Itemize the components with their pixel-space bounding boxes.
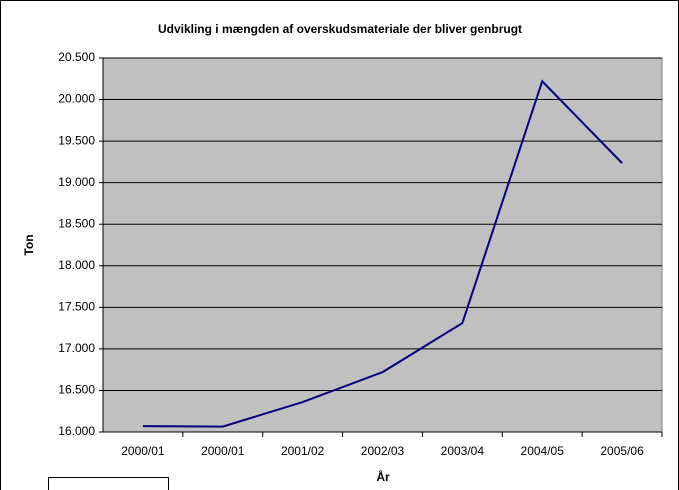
y-axis-label: Ton <box>22 234 36 255</box>
chart-title: Udvikling i mængden af overskudsmaterial… <box>158 22 522 36</box>
y-tick-label: 19.000 <box>58 175 95 189</box>
x-tick-label: 2002/03 <box>361 444 405 458</box>
y-tick-label: 19.500 <box>58 133 95 147</box>
line-series <box>142 79 623 428</box>
x-axis-label: År <box>376 469 390 484</box>
plot-area <box>102 57 663 433</box>
x-tick-label: 2001/02 <box>281 444 325 458</box>
y-tick-label: 16.000 <box>58 424 95 438</box>
y-tick-label: 16.500 <box>58 383 95 397</box>
y-tick-label: 18.500 <box>58 216 95 230</box>
x-tick-label: 2005/06 <box>600 444 644 458</box>
y-tick-label: 17.000 <box>58 341 95 355</box>
y-tick-label: 17.500 <box>58 300 95 314</box>
x-tick-label: 2003/04 <box>441 444 485 458</box>
x-tick-label: 2000/01 <box>121 444 165 458</box>
y-tick-label: 20.500 <box>58 50 95 64</box>
y-tick-label: 20.000 <box>58 92 95 106</box>
y-tick-label: 18.000 <box>58 258 95 272</box>
x-tick-label: 2000/01 <box>201 444 245 458</box>
legend-box <box>48 477 169 490</box>
x-tick-label: 2004/05 <box>521 444 565 458</box>
